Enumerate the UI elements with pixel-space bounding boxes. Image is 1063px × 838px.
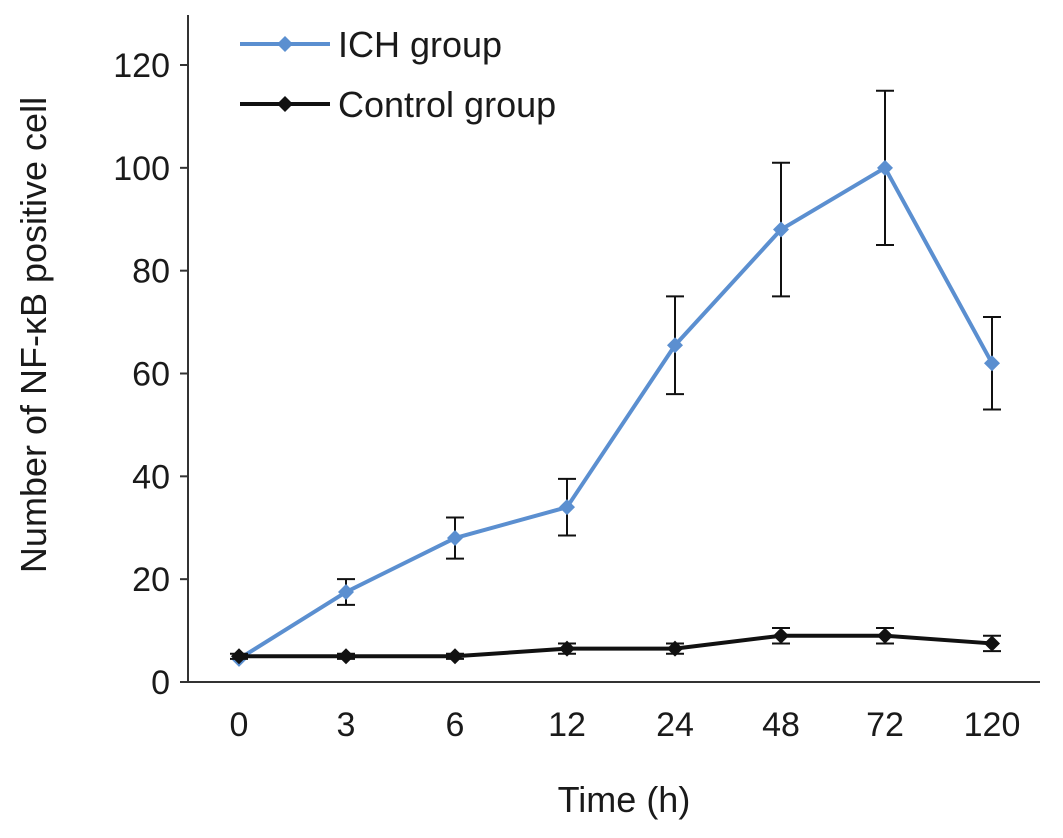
y-axis-title: Number of NF-κB positive cell	[13, 97, 54, 573]
y-tick-label: 60	[132, 356, 170, 394]
data-point	[559, 640, 575, 657]
data-point	[877, 627, 893, 644]
x-tick-label: 3	[337, 706, 356, 744]
y-tick-label: 0	[151, 664, 170, 702]
series-control-group	[230, 627, 1001, 665]
legend-item: Control group	[240, 84, 556, 125]
data-point	[338, 648, 354, 665]
x-tick-label: 120	[964, 706, 1021, 744]
series-line	[237, 165, 994, 661]
y-tick-label: 20	[132, 561, 170, 599]
legend: ICH group Control group	[240, 24, 556, 125]
y-tick-label: 120	[113, 47, 170, 85]
x-axis-title: Time (h)	[558, 779, 691, 820]
data-point	[773, 221, 789, 238]
axes	[187, 15, 1040, 683]
x-tick-label: 12	[548, 706, 586, 744]
y-ticks: 0 20 40 60 80 100 120	[113, 47, 188, 702]
x-tick-label: 72	[866, 706, 904, 744]
legend-swatch-marker	[277, 36, 293, 52]
legend-swatch-marker	[277, 96, 293, 112]
data-point	[667, 337, 683, 354]
data-point	[559, 499, 575, 516]
x-ticks: 0 3 6 12 24 48 72 120	[230, 706, 1021, 744]
x-tick-label: 48	[762, 706, 800, 744]
data-point	[447, 530, 463, 547]
data-point	[667, 640, 683, 657]
data-point	[773, 627, 789, 644]
series-line	[239, 633, 993, 659]
data-point	[231, 648, 247, 665]
x-tick-label: 6	[446, 706, 465, 744]
legend-item: ICH group	[240, 24, 502, 65]
data-point	[338, 584, 354, 601]
data-point	[877, 159, 893, 176]
x-tick-label: 0	[230, 706, 249, 744]
series-layer	[230, 89, 1001, 667]
x-tick-label: 24	[656, 706, 694, 744]
legend-label: ICH group	[338, 24, 502, 65]
data-point	[984, 635, 1000, 652]
y-tick-label: 40	[132, 458, 170, 496]
y-tick-label: 80	[132, 253, 170, 291]
y-tick-label: 100	[113, 150, 170, 188]
data-point	[984, 355, 1000, 372]
series-ich-group	[231, 89, 1001, 667]
data-point	[447, 648, 463, 665]
legend-label: Control group	[338, 84, 556, 125]
